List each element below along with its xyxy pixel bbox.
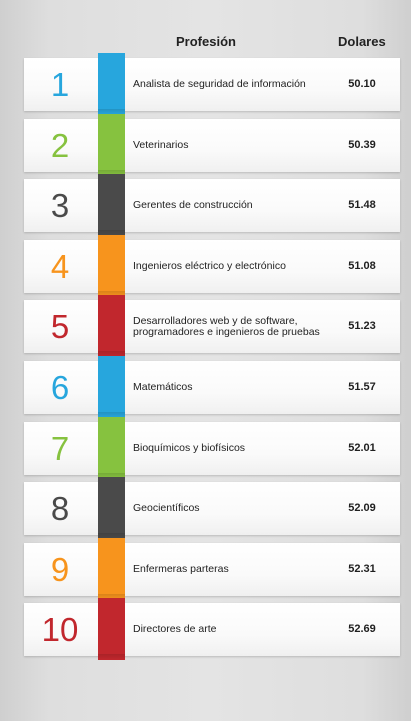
- dollar-value: 51.23: [348, 320, 376, 333]
- dollar-value: 50.10: [348, 78, 376, 90]
- rank-number: 2: [50, 126, 70, 164]
- list-item: 2 Veterinarios 50.39: [24, 113, 400, 176]
- list-item: 7 Bioquímicos y biofísicos 52.01: [24, 416, 400, 479]
- ranking-list: 1 Analista de seguridad de información 5…: [24, 53, 400, 664]
- list-item: 5 Desarrolladores web y de software, pro…: [24, 295, 400, 358]
- rank-number: 9: [50, 550, 70, 588]
- profession-label: Matemáticos: [133, 380, 193, 393]
- color-bar: [98, 295, 125, 358]
- dollars-column-header: Dolares: [338, 34, 386, 49]
- color-bar: [98, 598, 125, 661]
- rank-number: 6: [50, 368, 70, 406]
- dollar-value: 52.01: [348, 441, 376, 454]
- rank-number: 4: [50, 247, 70, 285]
- list-item: 4 Ingenieros eléctrico y electrónico 51.…: [24, 234, 400, 297]
- rank-number: 8: [50, 490, 70, 528]
- profession-label: Geocientíficos: [133, 502, 200, 515]
- profession-label: Desarrolladores web y de software, progr…: [133, 314, 320, 338]
- dollar-value: 52.09: [348, 502, 376, 515]
- rank-number: 10: [41, 611, 79, 649]
- profession-label: Enfermeras parteras: [133, 562, 229, 575]
- profession-label: Directores de arte: [133, 623, 217, 636]
- list-item: 9 Enfermeras parteras 52.31: [24, 537, 400, 600]
- color-bar: [98, 537, 125, 600]
- profession-label: Analista de seguridad de información: [133, 78, 306, 90]
- rank-number: 5: [50, 308, 70, 346]
- color-bar: [98, 477, 125, 540]
- dollar-value: 50.39: [348, 138, 376, 151]
- dollar-value: 51.08: [348, 259, 376, 272]
- list-item: 3 Gerentes de construcción 51.48: [24, 174, 400, 237]
- color-bar: [98, 355, 125, 418]
- rank-number: 1: [50, 66, 70, 103]
- color-bar: [98, 416, 125, 479]
- dollar-value: 51.57: [348, 380, 376, 393]
- profession-label: Bioquímicos y biofísicos: [133, 441, 246, 454]
- profession-column-header: Profesión: [176, 34, 236, 49]
- list-item: 1 Analista de seguridad de información 5…: [24, 53, 400, 115]
- color-bar: [98, 174, 125, 237]
- table-header: Profesión Dolares: [0, 32, 411, 52]
- color-bar: [98, 53, 125, 115]
- dollar-value: 52.69: [348, 623, 376, 636]
- list-item: 6 Matemáticos 51.57: [24, 355, 400, 418]
- profession-label: Ingenieros eléctrico y electrónico: [133, 259, 286, 272]
- rank-number: 7: [50, 429, 70, 467]
- list-item: 10 Directores de arte 52.69: [24, 598, 400, 661]
- profession-label: Veterinarios: [133, 138, 189, 151]
- list-item: 8 Geocientíficos 52.09: [24, 477, 400, 540]
- profession-label: Gerentes de construcción: [133, 199, 253, 212]
- rank-number: 3: [50, 187, 70, 225]
- dollar-value: 51.48: [348, 199, 376, 212]
- color-bar: [98, 234, 125, 297]
- color-bar: [98, 113, 125, 176]
- dollar-value: 52.31: [348, 562, 376, 575]
